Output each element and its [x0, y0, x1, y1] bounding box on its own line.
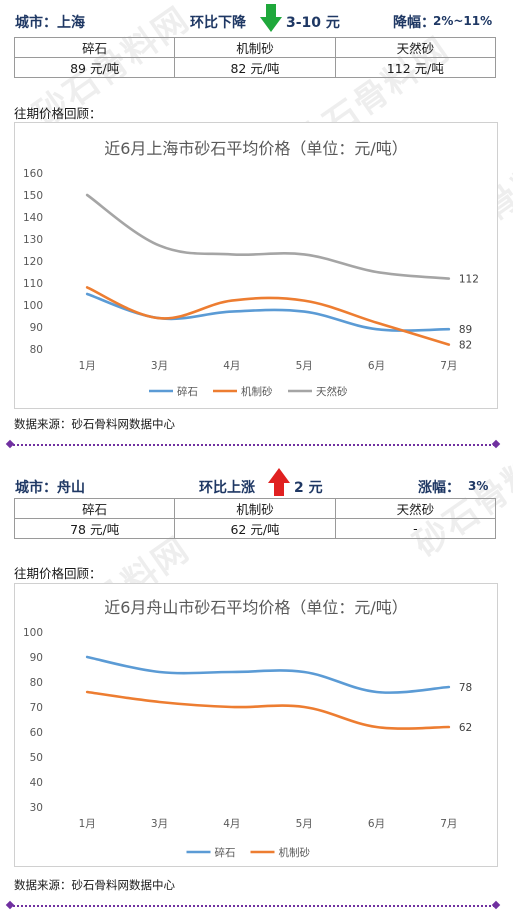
- table-header-row: 碎石 机制砂 天然砂: [13, 498, 497, 519]
- price-table: 碎石 机制砂 天然砂 89 元/吨 82 元/吨 112 元/吨: [13, 37, 497, 78]
- table-header-cell: 机制砂: [174, 37, 336, 58]
- table-cell: 82 元/吨: [174, 57, 336, 78]
- y-tick-label: 30: [30, 802, 43, 814]
- table-header-cell: 碎石: [13, 37, 176, 58]
- pct-value: 3%: [468, 479, 489, 493]
- table-header-row: 碎石 机制砂 天然砂: [13, 37, 497, 58]
- divider-end-dot: [491, 439, 501, 449]
- table-header-cell: 碎石: [13, 498, 176, 519]
- y-tick-label: 90: [30, 322, 43, 334]
- x-tick-label: 6月: [368, 360, 385, 372]
- table-cell: 89 元/吨: [13, 57, 176, 78]
- x-tick-label: 3月: [151, 818, 168, 830]
- city-label: 城市：上海: [15, 15, 85, 31]
- x-tick-label: 4月: [223, 360, 240, 372]
- series-line: [85, 292, 451, 332]
- line-chart: 80 90 100 110 120 130 140 150 160 1月 3月 4月 5月 6月 7月 89 8…: [23, 168, 479, 398]
- legend-item: 机制砂: [250, 846, 311, 859]
- y-tick-label: 150: [23, 190, 43, 202]
- chart-title: 近6月上海市砂石平均价格（单位：元/吨）: [104, 139, 408, 158]
- chart-container: 近6月舟山市砂石平均价格（单位：元/吨） 30 40 50 60 70 80 90 100 1月…: [14, 583, 498, 867]
- review-label: 往期价格回顾：: [14, 566, 102, 581]
- legend-label: 碎石: [215, 846, 236, 859]
- y-tick-label: 80: [30, 677, 43, 689]
- data-label: 112: [459, 274, 479, 286]
- y-tick-label: 70: [30, 702, 43, 714]
- table-cell: 62 元/吨: [174, 518, 336, 539]
- change-label: 环比上涨: [199, 480, 255, 496]
- y-tick-label: 60: [30, 727, 43, 739]
- y-tick-label: 140: [23, 212, 43, 224]
- table-cell: 78 元/吨: [13, 518, 176, 539]
- legend-item: 碎石: [149, 385, 198, 398]
- data-label: 78: [459, 682, 472, 694]
- data-source: 数据来源：砂石骨料网数据中心: [14, 878, 175, 892]
- line-chart: 30 40 50 60 70 80 90 100 1月 3月 4月 5月 6月 7月 78 62 碎石 机制砂: [23, 627, 472, 859]
- divider: [10, 905, 498, 907]
- x-tick-label: 1月: [79, 360, 96, 372]
- table-cell: -: [334, 518, 497, 539]
- divider: [10, 444, 498, 446]
- y-tick-label: 100: [23, 300, 43, 312]
- series-line: [85, 286, 451, 346]
- change-value: 2 元: [294, 480, 323, 496]
- series-line: [85, 193, 451, 280]
- pct-value: 2%~11%: [433, 14, 493, 28]
- y-tick-label: 40: [30, 777, 43, 789]
- x-tick-label: 6月: [368, 818, 385, 830]
- x-tick-label: 3月: [151, 360, 168, 372]
- chart-container: 近6月上海市砂石平均价格（单位：元/吨） 80 90 100 110 120 130 140…: [14, 122, 498, 409]
- review-label: 往期价格回顾：: [14, 106, 102, 121]
- data-label: 89: [459, 324, 472, 336]
- legend-label: 天然砂: [316, 385, 348, 398]
- series-line: [85, 655, 451, 694]
- y-tick-label: 100: [23, 627, 43, 639]
- change-value: 3-10 元: [286, 15, 340, 31]
- series-line: [85, 690, 451, 730]
- pct-label: 降幅：: [393, 15, 435, 31]
- divider-end-dot: [5, 900, 15, 910]
- pct-label: 涨幅：: [418, 480, 460, 496]
- arrow-up-icon: [268, 468, 290, 496]
- divider-end-dot: [491, 900, 501, 910]
- table-cell: 112 元/吨: [334, 57, 497, 78]
- y-tick-label: 80: [30, 344, 43, 356]
- y-tick-label: 130: [23, 234, 43, 246]
- x-tick-label: 5月: [296, 360, 313, 372]
- legend-label: 机制砂: [279, 846, 311, 859]
- x-tick-label: 7月: [440, 818, 457, 830]
- data-label: 62: [459, 722, 472, 734]
- table-row: 89 元/吨 82 元/吨 112 元/吨: [13, 57, 497, 78]
- x-tick-label: 5月: [296, 818, 313, 830]
- divider-end-dot: [5, 439, 15, 449]
- table-header-cell: 天然砂: [334, 498, 497, 519]
- y-tick-label: 160: [23, 168, 43, 180]
- table-header-cell: 天然砂: [334, 37, 497, 58]
- y-tick-label: 120: [23, 256, 43, 268]
- y-tick-label: 50: [30, 752, 43, 764]
- table-header-cell: 机制砂: [174, 498, 336, 519]
- legend-item: 碎石: [186, 846, 236, 859]
- x-tick-label: 4月: [223, 818, 240, 830]
- y-tick-label: 110: [23, 278, 43, 290]
- data-label: 82: [459, 340, 472, 352]
- legend-item: 机制砂: [213, 385, 273, 398]
- legend-item: 天然砂: [288, 385, 348, 398]
- city-label: 城市：舟山: [15, 480, 85, 496]
- y-tick-label: 90: [30, 652, 43, 664]
- price-table: 碎石 机制砂 天然砂 78 元/吨 62 元/吨 -: [13, 498, 497, 539]
- chart-title: 近6月舟山市砂石平均价格（单位：元/吨）: [104, 598, 408, 617]
- legend-label: 机制砂: [241, 385, 273, 398]
- x-tick-label: 1月: [79, 818, 96, 830]
- legend-label: 碎石: [177, 385, 198, 398]
- table-row: 78 元/吨 62 元/吨 -: [13, 518, 497, 539]
- arrow-down-icon: [260, 4, 282, 32]
- x-tick-label: 7月: [440, 360, 457, 372]
- data-source: 数据来源：砂石骨料网数据中心: [14, 417, 175, 431]
- change-label: 环比下降: [190, 15, 246, 31]
